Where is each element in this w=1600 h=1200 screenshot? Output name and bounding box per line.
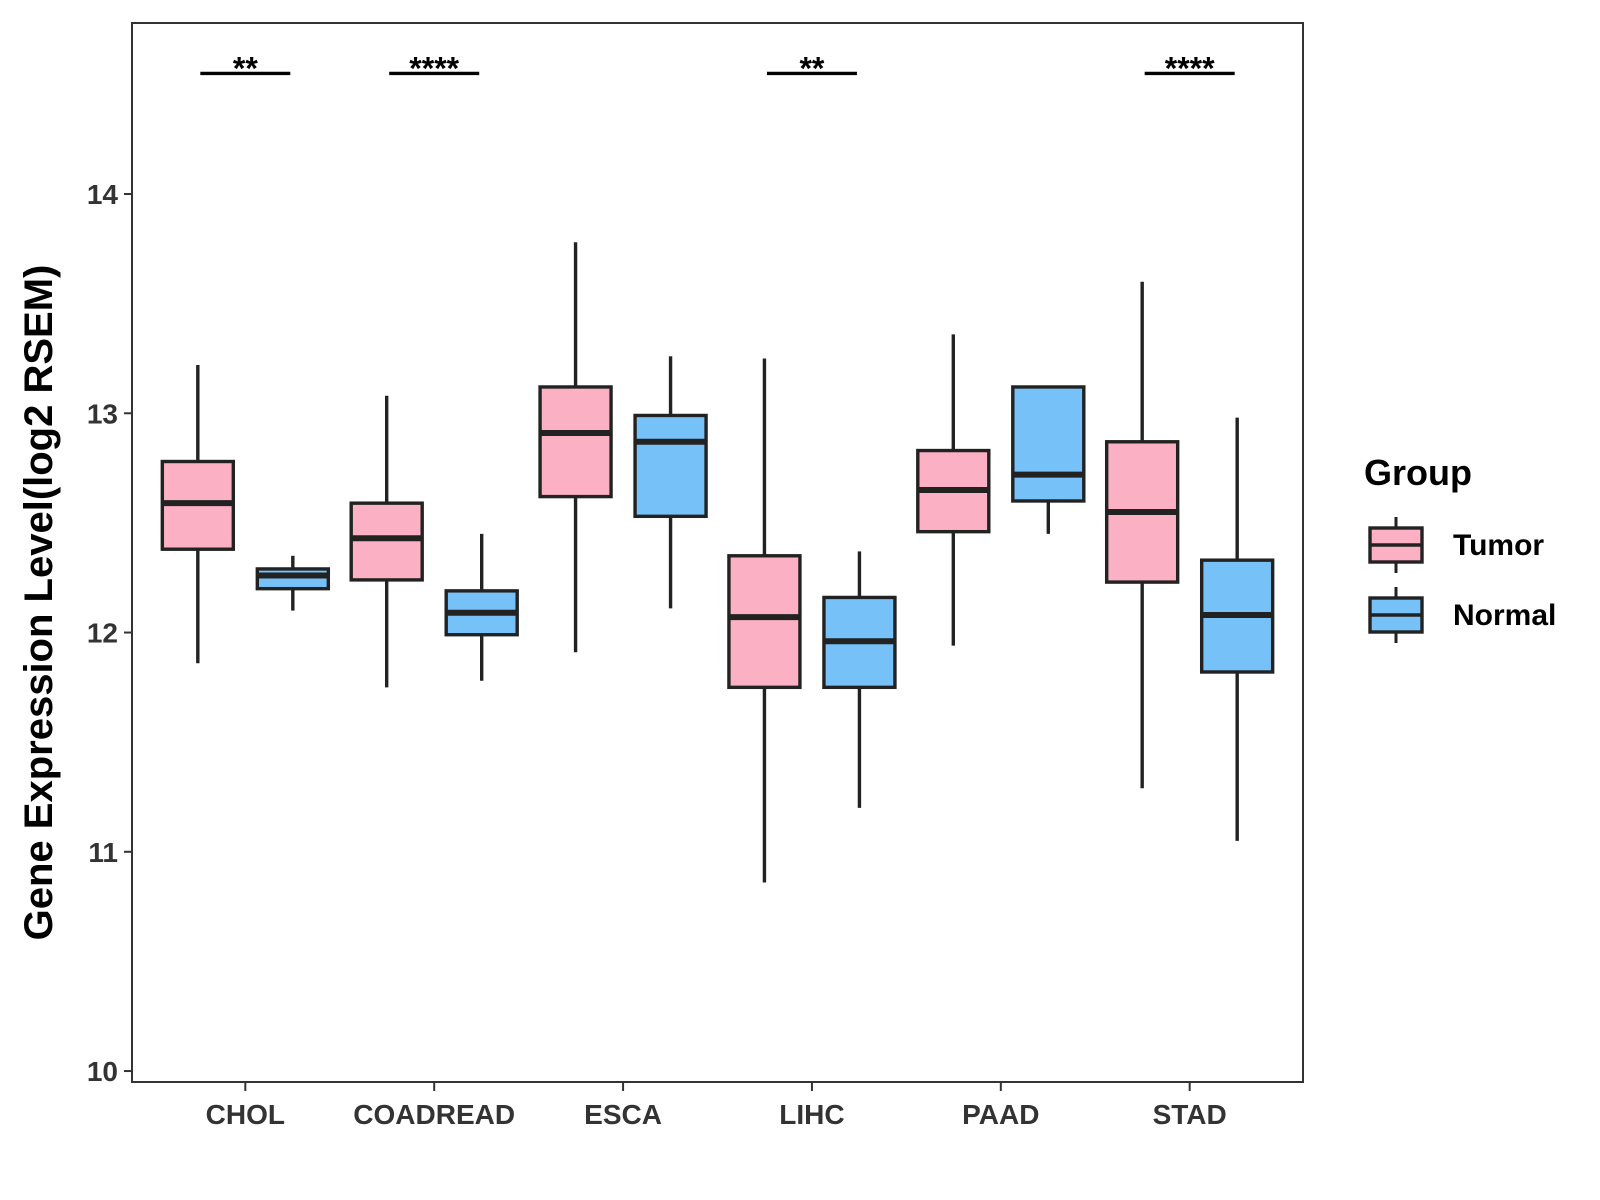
y-tick-label-12: 12 <box>87 618 118 649</box>
y-axis-title: Gene Expression Level(log2 RSEM) <box>17 265 61 941</box>
significance-label-chol: ** <box>233 50 258 86</box>
legend-title: Group <box>1364 452 1472 493</box>
x-tick-label-chol: CHOL <box>206 1099 285 1130</box>
box-paad-normal <box>1011 385 1086 534</box>
y-tick-label-14: 14 <box>87 179 119 210</box>
x-tick-label-lihc: LIHC <box>779 1099 844 1130</box>
box-lihc-tumor <box>727 358 802 883</box>
x-tick-label-coadread: COADREAD <box>353 1099 515 1130</box>
box-esca-tumor <box>538 242 613 653</box>
box-body-coadread-tumor <box>349 501 424 582</box>
box-stad-normal <box>1199 417 1275 841</box>
significance-label-stad: **** <box>1165 50 1215 86</box>
legend-label-normal: Normal <box>1453 599 1556 632</box>
y-tick-label-13: 13 <box>87 398 118 429</box>
panel-border <box>131 22 1304 1083</box>
box-coadread-tumor <box>349 395 424 688</box>
box-body-chol-normal <box>255 567 331 591</box>
significance-label-lihc: ** <box>799 50 824 86</box>
box-esca-normal <box>633 356 708 609</box>
box-lihc-normal <box>822 551 897 808</box>
box-marks: ** **** ** **** <box>160 50 1275 883</box>
legend-label-tumor: Tumor <box>1453 529 1544 562</box>
box-body-paad-normal <box>1011 385 1086 503</box>
box-stad-tumor <box>1104 281 1180 789</box>
box-chol-tumor <box>160 365 236 664</box>
x-tick-label-stad: STAD <box>1153 1099 1227 1130</box>
axes: 10 11 12 13 14 CHOL COADREAD ESCA LIHC PAAD STAD <box>87 179 1227 1130</box>
box-body-esca-tumor <box>538 385 613 499</box>
legend-item-normal: Normal <box>1368 587 1556 643</box>
significance-label-coadread: **** <box>409 50 459 86</box>
x-tick-label-paad: PAAD <box>962 1099 1039 1130</box>
box-chol-normal <box>255 555 331 611</box>
plot-area <box>131 22 1304 1083</box>
box-body-lihc-tumor <box>727 554 802 690</box>
box-coadread-normal <box>444 533 519 681</box>
box-body-esca-normal <box>633 413 708 519</box>
x-tick-label-esca: ESCA <box>584 1099 662 1130</box>
legend-item-tumor: Tumor <box>1368 517 1544 573</box>
box-paad-tumor <box>916 334 991 646</box>
y-tick-label-10: 10 <box>87 1056 118 1087</box>
legend: Group Tumor Normal <box>1364 452 1556 643</box>
y-tick-label-11: 11 <box>88 837 118 868</box>
